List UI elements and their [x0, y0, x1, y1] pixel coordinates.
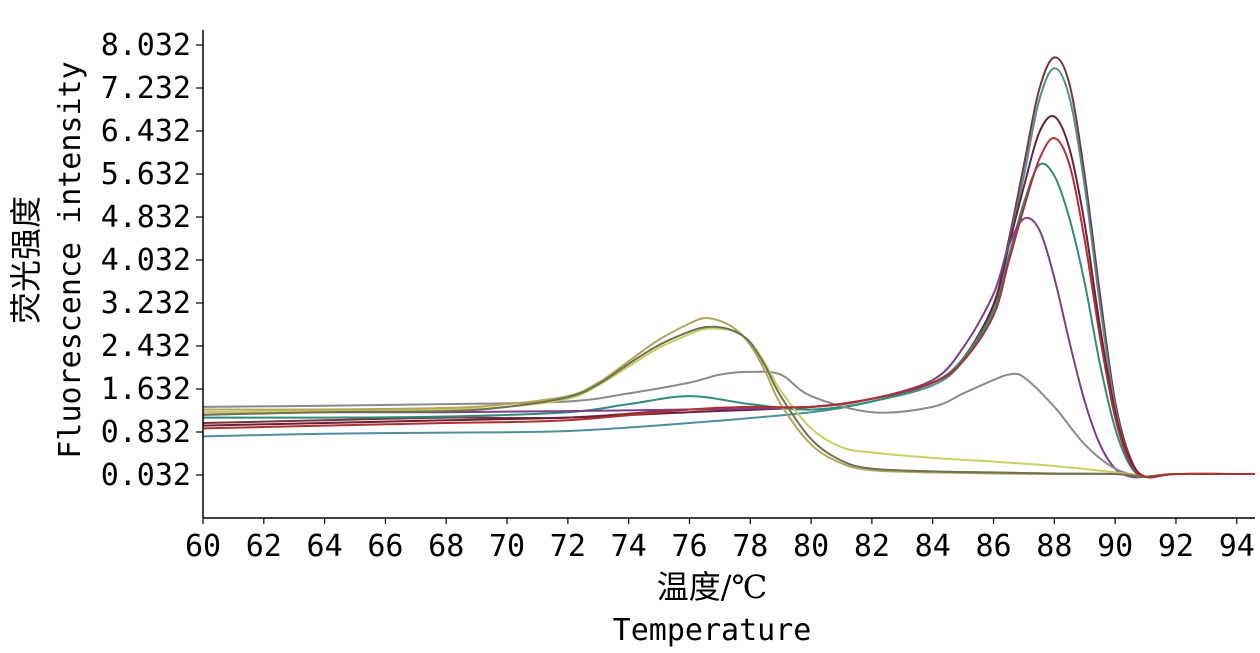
y-tick-label: 2.432 — [101, 329, 191, 364]
x-tick-label: 94 — [1219, 529, 1255, 564]
x-tick-label: 92 — [1158, 529, 1194, 564]
series-layer — [202, 56, 1256, 479]
x-tick-label: 82 — [854, 529, 890, 564]
x-tick-label: 88 — [1036, 529, 1072, 564]
x-tick-label: 62 — [246, 529, 282, 564]
x-tick-label: 72 — [550, 529, 586, 564]
series-line-8 — [202, 317, 1256, 478]
x-tick-label: 70 — [489, 529, 525, 564]
y-tick-label: 0.832 — [101, 415, 191, 450]
x-axis-title-cn: 温度/℃ — [657, 568, 768, 606]
y-tick-label: 8.032 — [101, 28, 191, 63]
x-tick-label: 78 — [732, 529, 768, 564]
x-tick-label: 74 — [611, 529, 647, 564]
y-tick-label: 0.032 — [101, 458, 191, 493]
x-tick-label: 80 — [793, 529, 829, 564]
y-axis-title-en: Fluorescence intensity — [53, 61, 88, 458]
series-line-9 — [202, 325, 1256, 478]
series-line-10 — [202, 137, 1256, 479]
x-tick-label: 84 — [915, 529, 951, 564]
y-tick-label: 1.632 — [101, 372, 191, 407]
series-line-4 — [202, 162, 1256, 479]
x-ticks: 60 62 64 66 68 70 72 74 76 78 80 82 84 86 88 90 92 94 — [185, 518, 1255, 564]
y-tick-label: 4.032 — [101, 243, 191, 278]
y-ticks: 8.032 7.232 6.432 5.632 4.832 4.032 3.232 2.432… — [101, 28, 203, 493]
series-line-1 — [202, 56, 1256, 479]
y-tick-label: 4.832 — [101, 200, 191, 235]
x-tick-label: 90 — [1097, 529, 1133, 564]
x-tick-label: 64 — [307, 529, 343, 564]
x-tick-label: 66 — [367, 529, 403, 564]
series-line-3 — [202, 115, 1256, 479]
y-tick-label: 3.232 — [101, 286, 191, 321]
y-axis-title-cn: 荧光强度 — [7, 196, 45, 324]
x-tick-label: 60 — [185, 529, 221, 564]
y-tick-label: 5.632 — [101, 157, 191, 192]
x-tick-label: 86 — [975, 529, 1011, 564]
y-tick-label: 7.232 — [101, 71, 191, 106]
x-axis-title-en: Temperature — [613, 613, 812, 648]
y-tick-label: 6.432 — [101, 114, 191, 149]
x-tick-label: 68 — [428, 529, 464, 564]
x-tick-label: 76 — [671, 529, 707, 564]
